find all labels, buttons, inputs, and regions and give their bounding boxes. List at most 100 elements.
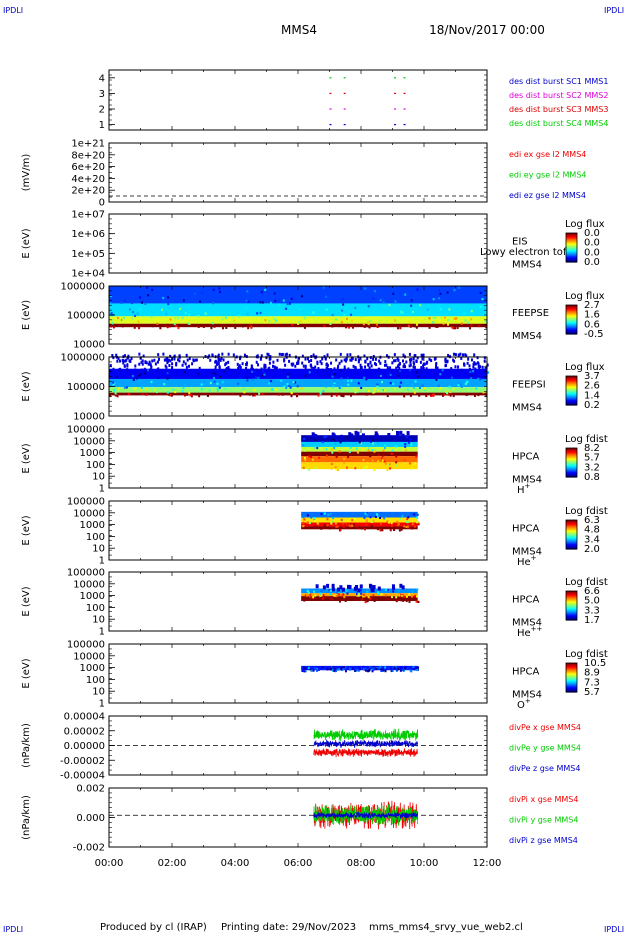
p6-colorbar-cell	[566, 472, 577, 474]
p3-ylabel: E (eV)	[21, 228, 32, 258]
p8-spectrogram-pixel	[362, 593, 365, 596]
p4-spectrogram-pixel	[387, 324, 390, 328]
p5-sparse-count	[397, 358, 400, 362]
p5-spectrogram-pixel	[239, 394, 242, 397]
p4-spectrogram-pixel	[261, 301, 264, 304]
p9-ytick-label: 100	[86, 675, 105, 686]
p8-colorbar-label: 3.3	[584, 605, 600, 616]
p4-spectrogram-pixel	[410, 304, 413, 307]
p7-spectrogram-pixel	[390, 521, 393, 525]
p6-ytick-label: 1	[99, 484, 105, 495]
p5-spectrogram-pixel	[127, 393, 130, 396]
p10-series-line	[313, 728, 419, 742]
p5-spectrogram-pixel	[432, 393, 435, 396]
p5-spectrogram-pixel	[357, 382, 360, 385]
p6-spectrogram-pixel	[371, 459, 374, 462]
p6-colorbar-cell	[566, 450, 577, 453]
p5-sparse-count	[367, 363, 370, 367]
p7-spectrogram-pixel	[331, 524, 334, 527]
p5-sparse-count	[343, 365, 346, 369]
p5-spectrogram-pixel	[340, 377, 343, 380]
p3-colorbar-cell	[566, 239, 577, 241]
p8-sparse-count	[341, 587, 345, 592]
p4-spectrogram-pixel	[234, 326, 237, 329]
p5-sparse-count	[425, 361, 428, 365]
p4-spectrogram-pixel	[221, 327, 224, 330]
p8-spectrogram-pixel	[330, 597, 333, 600]
p4-spectrogram-pixel	[269, 301, 272, 304]
p5-spectrogram-pixel	[445, 387, 448, 390]
p5-sparse-count	[156, 368, 159, 372]
p5-spectrogram-pixel	[441, 369, 444, 372]
p8-spectrogram-pixel	[321, 597, 324, 600]
footer-printing-date: Printing date: 29/Nov/2023	[221, 922, 356, 933]
p4-spectrogram-pixel	[372, 297, 375, 300]
p5-sparse-count	[168, 363, 171, 367]
p6-sparse-count	[354, 430, 358, 435]
p5-sparse-count	[476, 361, 479, 365]
p5-sparse-count	[140, 368, 143, 372]
p9-spectrogram-pixel	[304, 667, 307, 670]
p4-spectrogram-pixel	[109, 293, 112, 296]
p11-legend-item: divPi z gse MMS4	[509, 836, 578, 845]
p6-spectrogram-pixel	[362, 458, 365, 462]
p5-spectrogram-pixel	[373, 390, 376, 394]
p9-spectrogram-pixel	[395, 669, 398, 672]
p4-spectrogram-pixel	[322, 286, 325, 289]
time-axis-label: 10:00	[410, 858, 439, 869]
p10-ytick-label: 0.00000	[64, 741, 105, 752]
p7-spectrogram-pixel	[406, 517, 409, 521]
p7-spectrogram-pixel	[330, 522, 333, 525]
p4-spectrogram-pixel	[274, 324, 277, 327]
p6-colorbar-cell	[566, 458, 577, 461]
p5-sparse-count	[154, 362, 157, 366]
p5-spectrogram-pixel	[283, 385, 286, 388]
p8-sparse-count	[370, 588, 374, 593]
p4-colorbar-cell	[566, 314, 577, 317]
p5-spectrogram-pixel	[439, 387, 442, 390]
p4-colorbar-title: Log flux	[565, 291, 605, 302]
p7-spectrogram-pixel	[416, 513, 419, 516]
p5-spectrogram-pixel	[289, 386, 292, 389]
p5-sparse-count	[292, 362, 295, 366]
p6-spectrogram-pixel	[308, 468, 311, 471]
p7-colorbar-cell	[566, 524, 577, 527]
p4-spectrogram-pixel	[470, 324, 473, 327]
p7-spectrogram-pixel	[401, 514, 404, 518]
p5-spectrogram-pixel	[125, 386, 128, 389]
p7-colorbar-cell	[566, 528, 577, 531]
p4-spectrogram-pixel	[433, 317, 436, 320]
p5-sparse-count	[268, 361, 271, 365]
p6-spectrogram-pixel	[331, 451, 334, 454]
p5-sparse-count	[402, 353, 405, 357]
p9-spectrogram-pixel	[406, 667, 409, 670]
p5-sparse-count	[444, 360, 447, 364]
p10-legend-item: divPe z gse MMS4	[509, 764, 580, 773]
p3-colorbar-cell	[566, 237, 577, 240]
p5-spectrogram-pixel	[464, 382, 467, 386]
p4-spectrogram-pixel	[364, 287, 367, 290]
p5-sparse-count	[255, 360, 258, 364]
p8-spectrogram-pixel	[308, 595, 311, 598]
p5-spectrogram-band	[109, 387, 487, 393]
p8-spectrogram-pixel	[309, 593, 312, 596]
footer-script-name: mms_mms4_srvy_vue_web2.cl	[369, 922, 523, 933]
p5-spectrogram-pixel	[466, 380, 469, 384]
p3-colorbar-cell	[566, 258, 577, 261]
p9-colorbar-title: Log fdist	[565, 649, 608, 660]
p4-spectrogram-pixel	[359, 324, 362, 327]
p9-spectrogram-pixel	[344, 666, 347, 669]
p5-instrument-name: FEEPSI	[512, 380, 546, 391]
p5-spectrogram-pixel	[449, 391, 452, 394]
p4-spectrogram-pixel	[211, 322, 214, 325]
p4-spectrogram-pixel	[314, 320, 317, 323]
p5-spectrogram-pixel	[452, 387, 455, 391]
p5-sparse-count	[227, 352, 230, 356]
p8-colorbar-cell	[566, 599, 577, 602]
p4-spectrogram-pixel	[384, 305, 387, 309]
p7-colorbar-label: 3.4	[584, 534, 600, 545]
p8-spectrogram-pixel	[331, 597, 334, 600]
p5-sparse-count	[184, 362, 187, 366]
p5-spectrogram-pixel	[261, 369, 264, 372]
p6-spectrogram-pixel	[315, 459, 318, 463]
